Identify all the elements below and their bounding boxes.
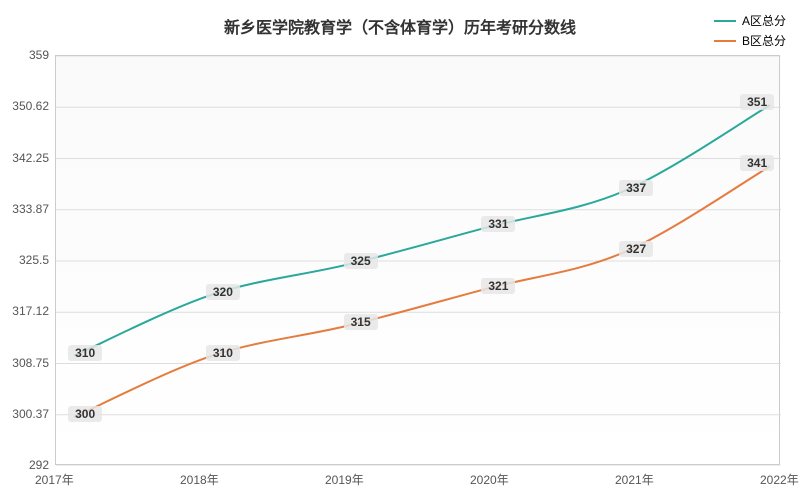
x-tick-label: 2022年: [760, 471, 799, 488]
y-tick-label: 308.75: [12, 356, 49, 370]
data-label: 341: [740, 155, 774, 171]
plot-area: [55, 55, 780, 465]
y-tick-label: 333.87: [12, 202, 49, 216]
y-tick-label: 350.62: [12, 99, 49, 113]
chart-title: 新乡医学院教育学（不含体育学）历年考研分数线: [0, 14, 800, 38]
y-tick-label: 342.25: [12, 151, 49, 165]
data-label: 310: [206, 345, 240, 361]
chart-container: 新乡医学院教育学（不含体育学）历年考研分数线 A区总分 B区总分 292 300.…: [0, 0, 800, 500]
legend-item-a: A区总分: [714, 12, 786, 29]
x-tick-label: 2018年: [180, 471, 219, 488]
x-tick-label: 2020年: [470, 471, 509, 488]
data-label: 320: [206, 284, 240, 300]
data-label: 300: [68, 406, 102, 422]
data-label: 321: [481, 278, 515, 294]
y-tick-label: 317.12: [12, 304, 49, 318]
data-label: 351: [740, 94, 774, 110]
y-tick-label: 300.37: [12, 407, 49, 421]
y-tick-label: 292: [29, 458, 49, 472]
legend-item-b: B区总分: [714, 32, 786, 49]
data-label: 327: [619, 241, 653, 257]
data-label: 337: [619, 180, 653, 196]
legend-label-a: A区总分: [742, 12, 786, 29]
series-line-1: [74, 166, 770, 417]
legend-swatch-a: [714, 20, 736, 22]
data-label: 331: [481, 216, 515, 232]
data-label: 315: [344, 314, 378, 330]
y-tick-label: 325.5: [19, 253, 49, 267]
x-tick-label: 2017年: [35, 471, 74, 488]
legend-label-b: B区总分: [742, 32, 786, 49]
data-label: 310: [68, 345, 102, 361]
data-label: 325: [344, 253, 378, 269]
x-tick-label: 2019年: [325, 471, 364, 488]
legend-swatch-b: [714, 40, 736, 42]
y-tick-label: 359: [29, 48, 49, 62]
legend: A区总分 B区总分: [714, 12, 786, 52]
x-tick-label: 2021年: [615, 471, 654, 488]
chart-svg: [56, 56, 781, 466]
